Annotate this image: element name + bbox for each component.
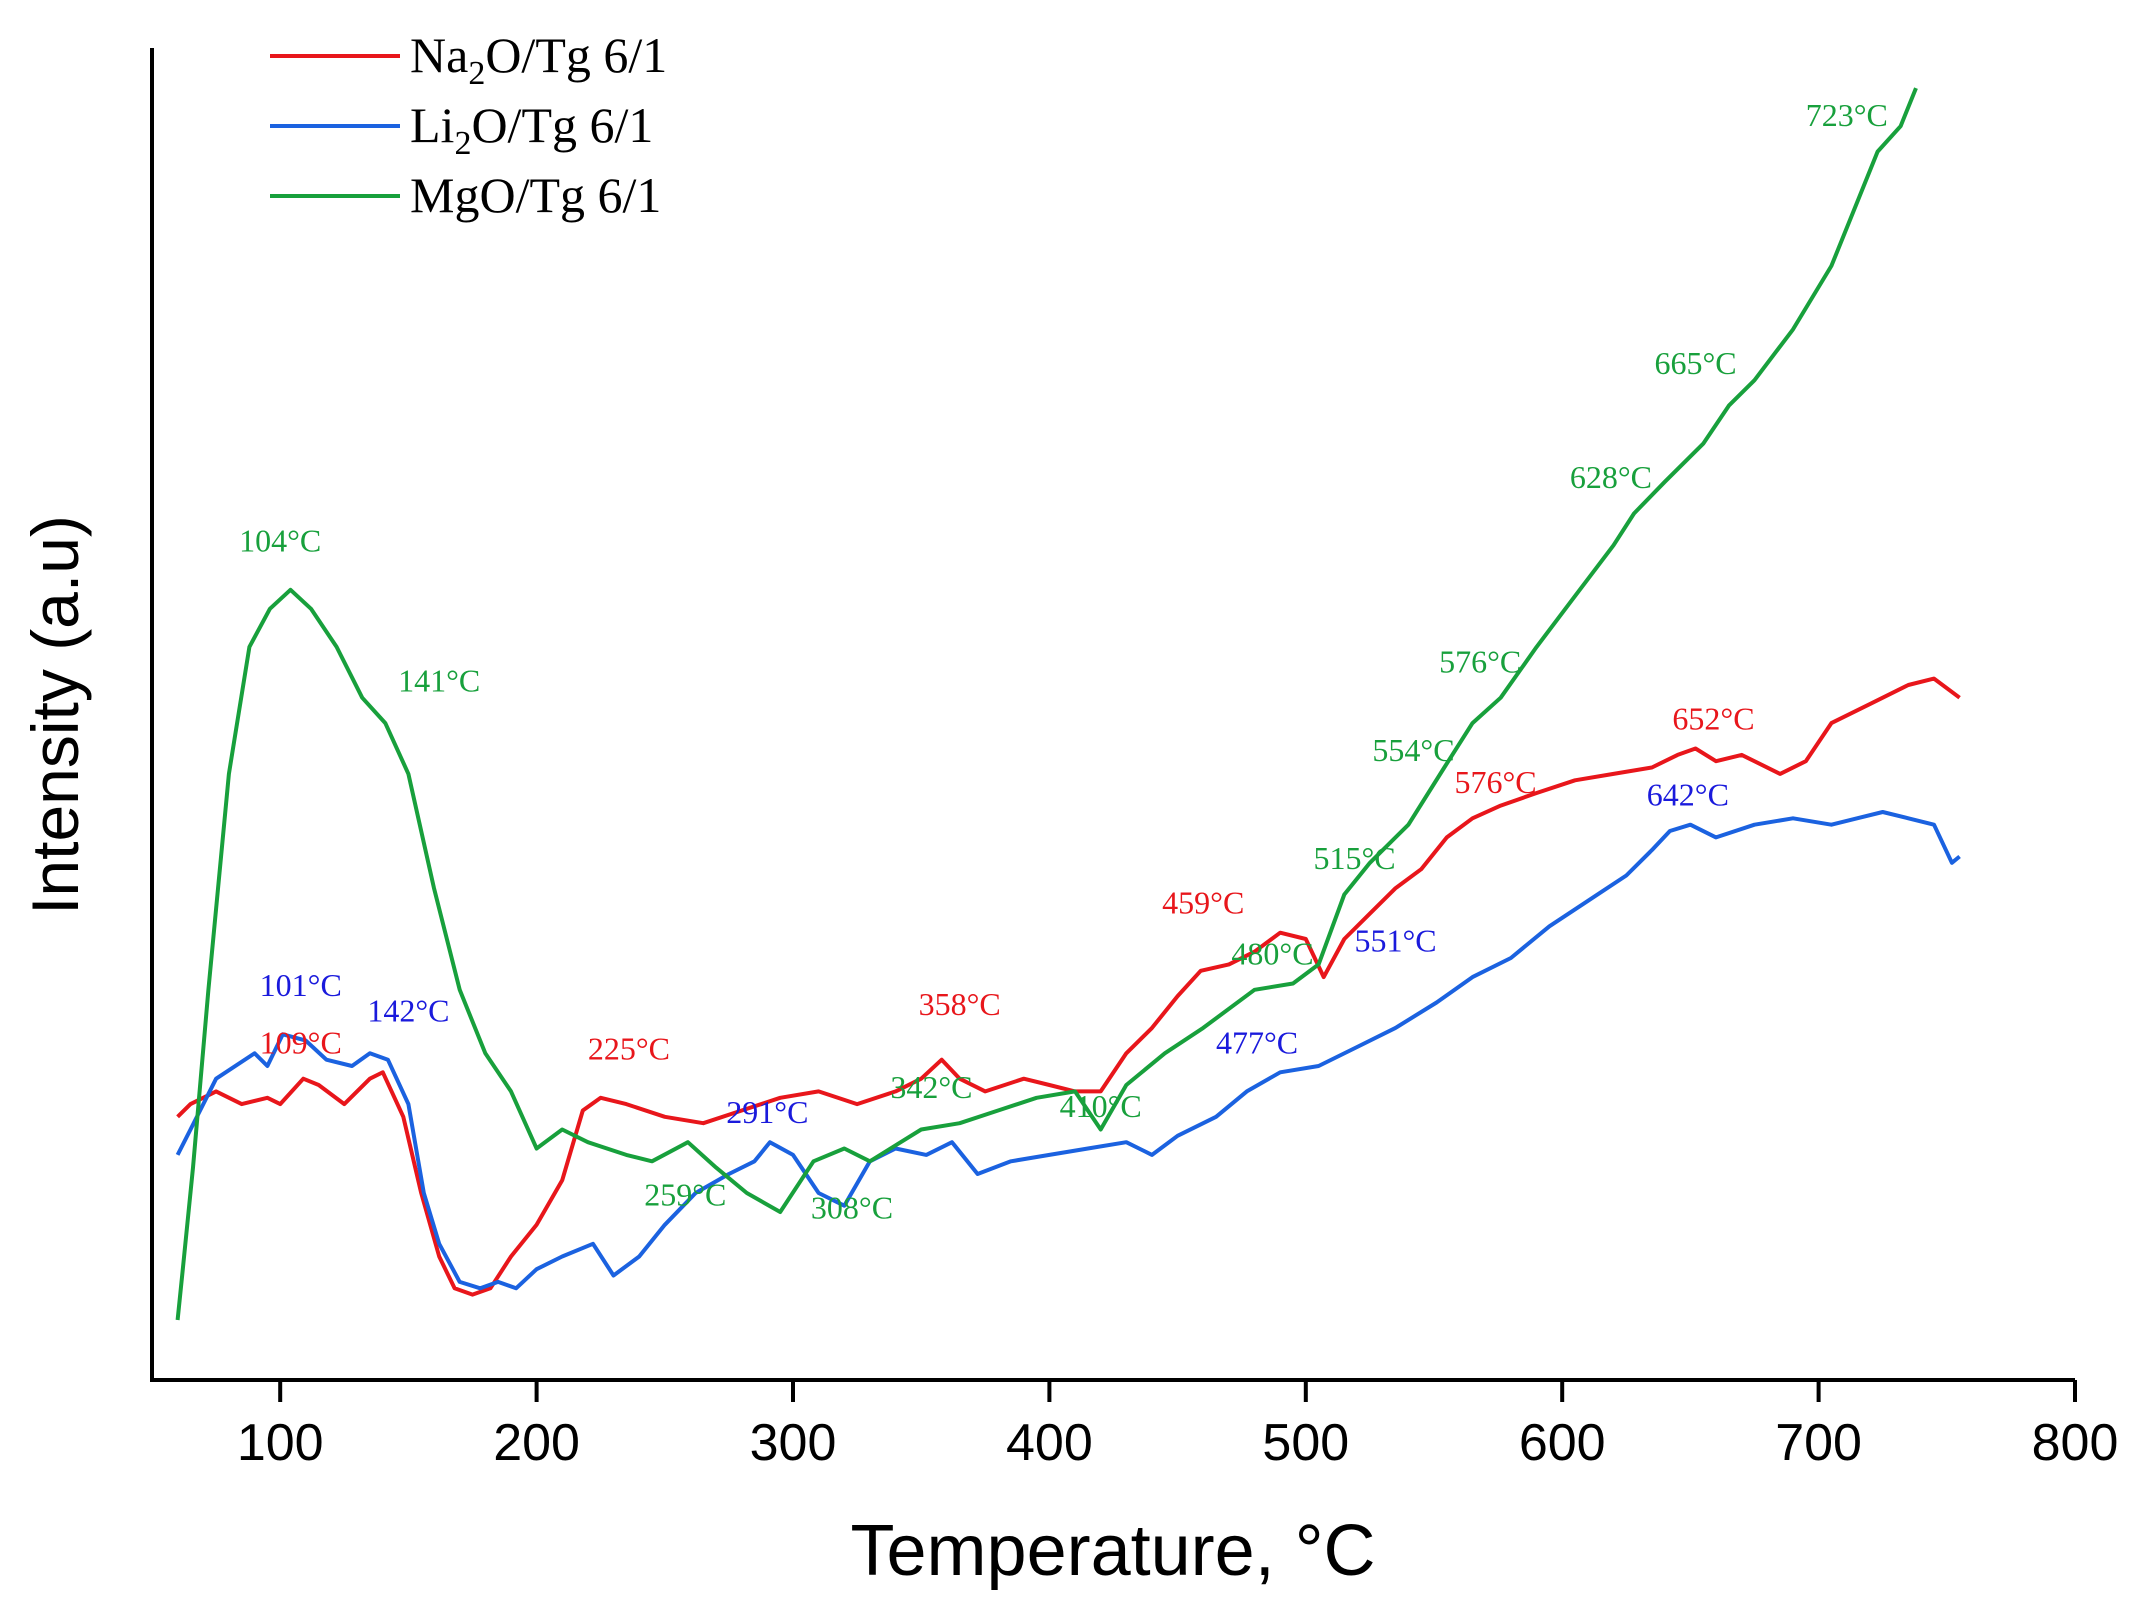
x-axis-label: Temperature, °C xyxy=(851,1511,1376,1591)
peak-label-24: 642°C xyxy=(1647,777,1729,813)
peak-label-17: 576°C xyxy=(1454,764,1536,800)
peak-label-3: 308°C xyxy=(811,1189,893,1225)
peak-label-1: 141°C xyxy=(398,662,480,698)
legend-label-1: Li2O/Tg 6/1 xyxy=(410,97,653,162)
series-line-0 xyxy=(176,676,1961,1297)
peak-label-14: 225°C xyxy=(588,1031,670,1067)
x-tick-label-600: 600 xyxy=(1519,1414,1606,1472)
peak-label-22: 477°C xyxy=(1216,1024,1298,1060)
peak-label-4: 342°C xyxy=(890,1069,972,1105)
x-ticks: 100 200 300 400 500 600 700 800 xyxy=(237,1380,2119,1472)
x-tick-label-300: 300 xyxy=(750,1414,837,1472)
peak-label-12: 723°C xyxy=(1806,97,1888,133)
peak-label-7: 515°C xyxy=(1313,840,1395,876)
x-tick-label-400: 400 xyxy=(1006,1414,1093,1472)
peak-label-2: 259°C xyxy=(644,1177,726,1213)
series-layer xyxy=(175,87,1961,1321)
peak-label-15: 358°C xyxy=(919,986,1001,1022)
peak-label-16: 459°C xyxy=(1162,885,1244,921)
x-tick-label-500: 500 xyxy=(1262,1414,1349,1472)
x-tick-label-200: 200 xyxy=(493,1414,580,1472)
series-line-1 xyxy=(175,810,1961,1291)
legend-label-2: MgO/Tg 6/1 xyxy=(410,167,661,223)
peak-label-11: 665°C xyxy=(1654,345,1736,381)
peak-label-9: 576°C xyxy=(1439,643,1521,679)
peak-label-8: 554°C xyxy=(1372,732,1454,768)
peak-label-19: 101°C xyxy=(260,967,342,1003)
y-axis-label: Intensity (a.u) xyxy=(18,515,92,915)
x-tick-label-100: 100 xyxy=(237,1414,324,1472)
x-tick-label-800: 800 xyxy=(2032,1414,2119,1472)
peak-label-20: 142°C xyxy=(367,993,449,1029)
peak-label-0: 104°C xyxy=(239,523,321,559)
x-tick-label-700: 700 xyxy=(1775,1414,1862,1472)
legend-label-0: Na2O/Tg 6/1 xyxy=(410,27,667,92)
annotation-layer: 104°C 141°C 259°C 308°C 342°C 410°C 480°C 515°C… xyxy=(239,97,1888,1225)
axes xyxy=(150,48,2075,1382)
peak-label-18: 652°C xyxy=(1672,700,1754,736)
peak-label-13: 109°C xyxy=(260,1024,342,1060)
peak-label-21: 291°C xyxy=(726,1094,808,1130)
peak-label-10: 628°C xyxy=(1570,459,1652,495)
series-line-2 xyxy=(175,87,1918,1321)
peak-label-5: 410°C xyxy=(1060,1088,1142,1124)
peak-label-23: 551°C xyxy=(1354,923,1436,959)
peak-label-6: 480°C xyxy=(1231,935,1313,971)
